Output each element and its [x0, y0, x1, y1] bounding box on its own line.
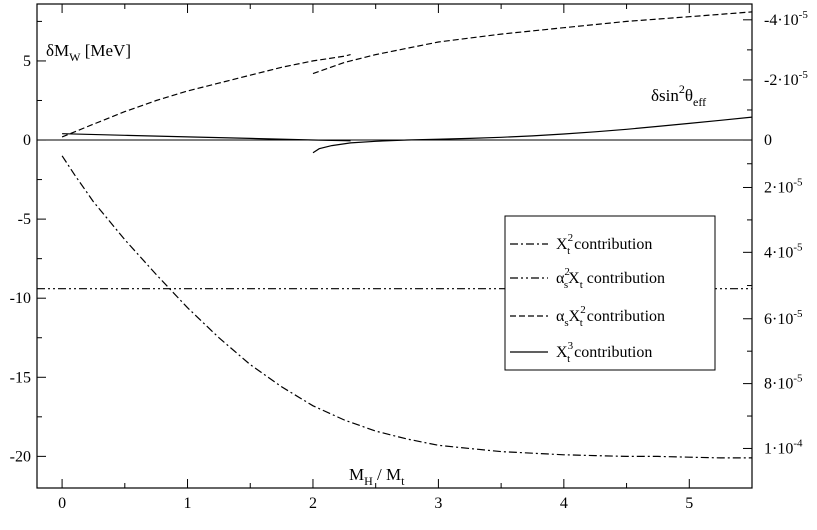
- y-tick-label-right-3: 2·10-5: [764, 176, 803, 196]
- series-line-0-segment-0: [61, 155, 752, 459]
- plot-frame: [36, 3, 753, 489]
- x-tick-label-3: 3: [434, 495, 442, 512]
- legend-label-xt3: X3 t contribution: [556, 340, 652, 365]
- x-tick-label-5: 5: [685, 495, 693, 512]
- x-tick-label-2: 2: [309, 495, 317, 512]
- x-tick-label-0: 0: [58, 495, 66, 512]
- series-line-2-segment-0: [61, 54, 351, 138]
- y-tick-label-left-1: 0: [23, 132, 31, 149]
- y-tick-label-right-6: 8·10-5: [764, 373, 803, 393]
- y-tick-label-right-7: 1·10-4: [764, 437, 803, 457]
- y-axis-label-right: δsin2θeff: [651, 82, 706, 109]
- y-tick-label-right-4: 4·10-5: [764, 241, 803, 261]
- series-line-3-segment-0: [62, 133, 351, 142]
- y-tick-label-left-0: 5: [23, 53, 31, 70]
- y-tick-label-left-5: -20: [10, 448, 31, 465]
- y-axis-label-left: δMW [MeV]: [46, 41, 131, 64]
- y-tick-label-right-0: -4·10-5: [764, 9, 808, 29]
- y-tick-label-right-1: -2·10-5: [764, 69, 808, 89]
- series-line-3-segment-1: [312, 116, 753, 154]
- legend-label-asxt2: αsX2 t contribution: [556, 304, 665, 329]
- x-axis-label: MH / Mt: [349, 465, 405, 488]
- legend-label-xt2: X2 t contribution: [556, 232, 652, 257]
- y-tick-label-right-2: 0: [764, 132, 772, 149]
- y-tick-label-left-2: -5: [18, 211, 31, 228]
- y-tick-label-right-5: 6·10-5: [764, 308, 803, 328]
- legend-box: [504, 215, 716, 371]
- x-tick-label-1: 1: [184, 495, 192, 512]
- legend-label-as2xt: α2 sXt contribution: [556, 266, 665, 291]
- y-tick-label-left-4: -15: [10, 369, 31, 386]
- y-tick-label-left-3: -10: [10, 290, 31, 307]
- legend: X2 t contribution α2 sXt contribution αsX2…: [504, 215, 716, 371]
- x-tick-label-4: 4: [560, 495, 568, 512]
- series-line-2-segment-1: [312, 11, 753, 75]
